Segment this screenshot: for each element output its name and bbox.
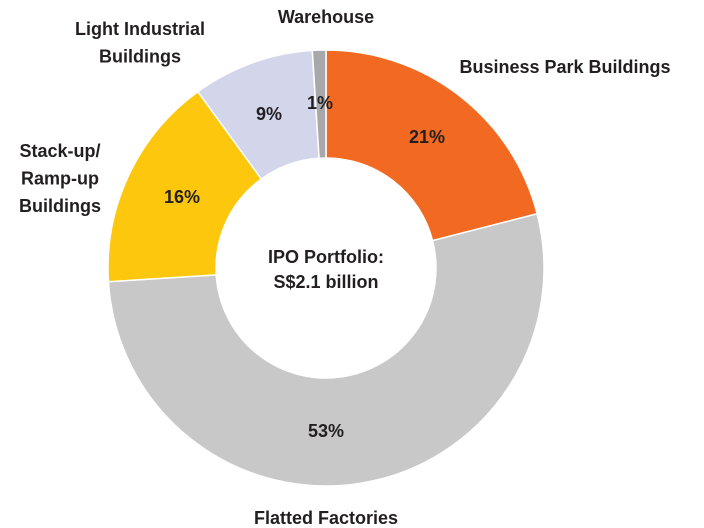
category-label: Warehouse	[278, 7, 374, 27]
category-label: Flatted Factories	[254, 508, 398, 528]
category-label: Ramp-up	[21, 168, 99, 188]
category-label: Buildings	[99, 46, 181, 66]
value-label: 9%	[256, 104, 282, 124]
category-label: Buildings	[19, 196, 101, 216]
slice	[311, 49, 327, 160]
slice	[107, 212, 545, 487]
slice	[325, 49, 539, 242]
value-label: 16%	[164, 187, 200, 207]
category-label: Business Park Buildings	[459, 57, 670, 77]
category-label: Light Industrial	[75, 19, 205, 39]
center-label: IPO Portfolio:	[268, 247, 384, 267]
category-label: Stack-up/	[19, 141, 100, 161]
value-label: 1%	[307, 93, 333, 113]
value-label: 21%	[409, 127, 445, 147]
value-label: 53%	[308, 421, 344, 441]
center-label: S$2.1 billion	[273, 272, 378, 292]
slice	[107, 90, 263, 283]
